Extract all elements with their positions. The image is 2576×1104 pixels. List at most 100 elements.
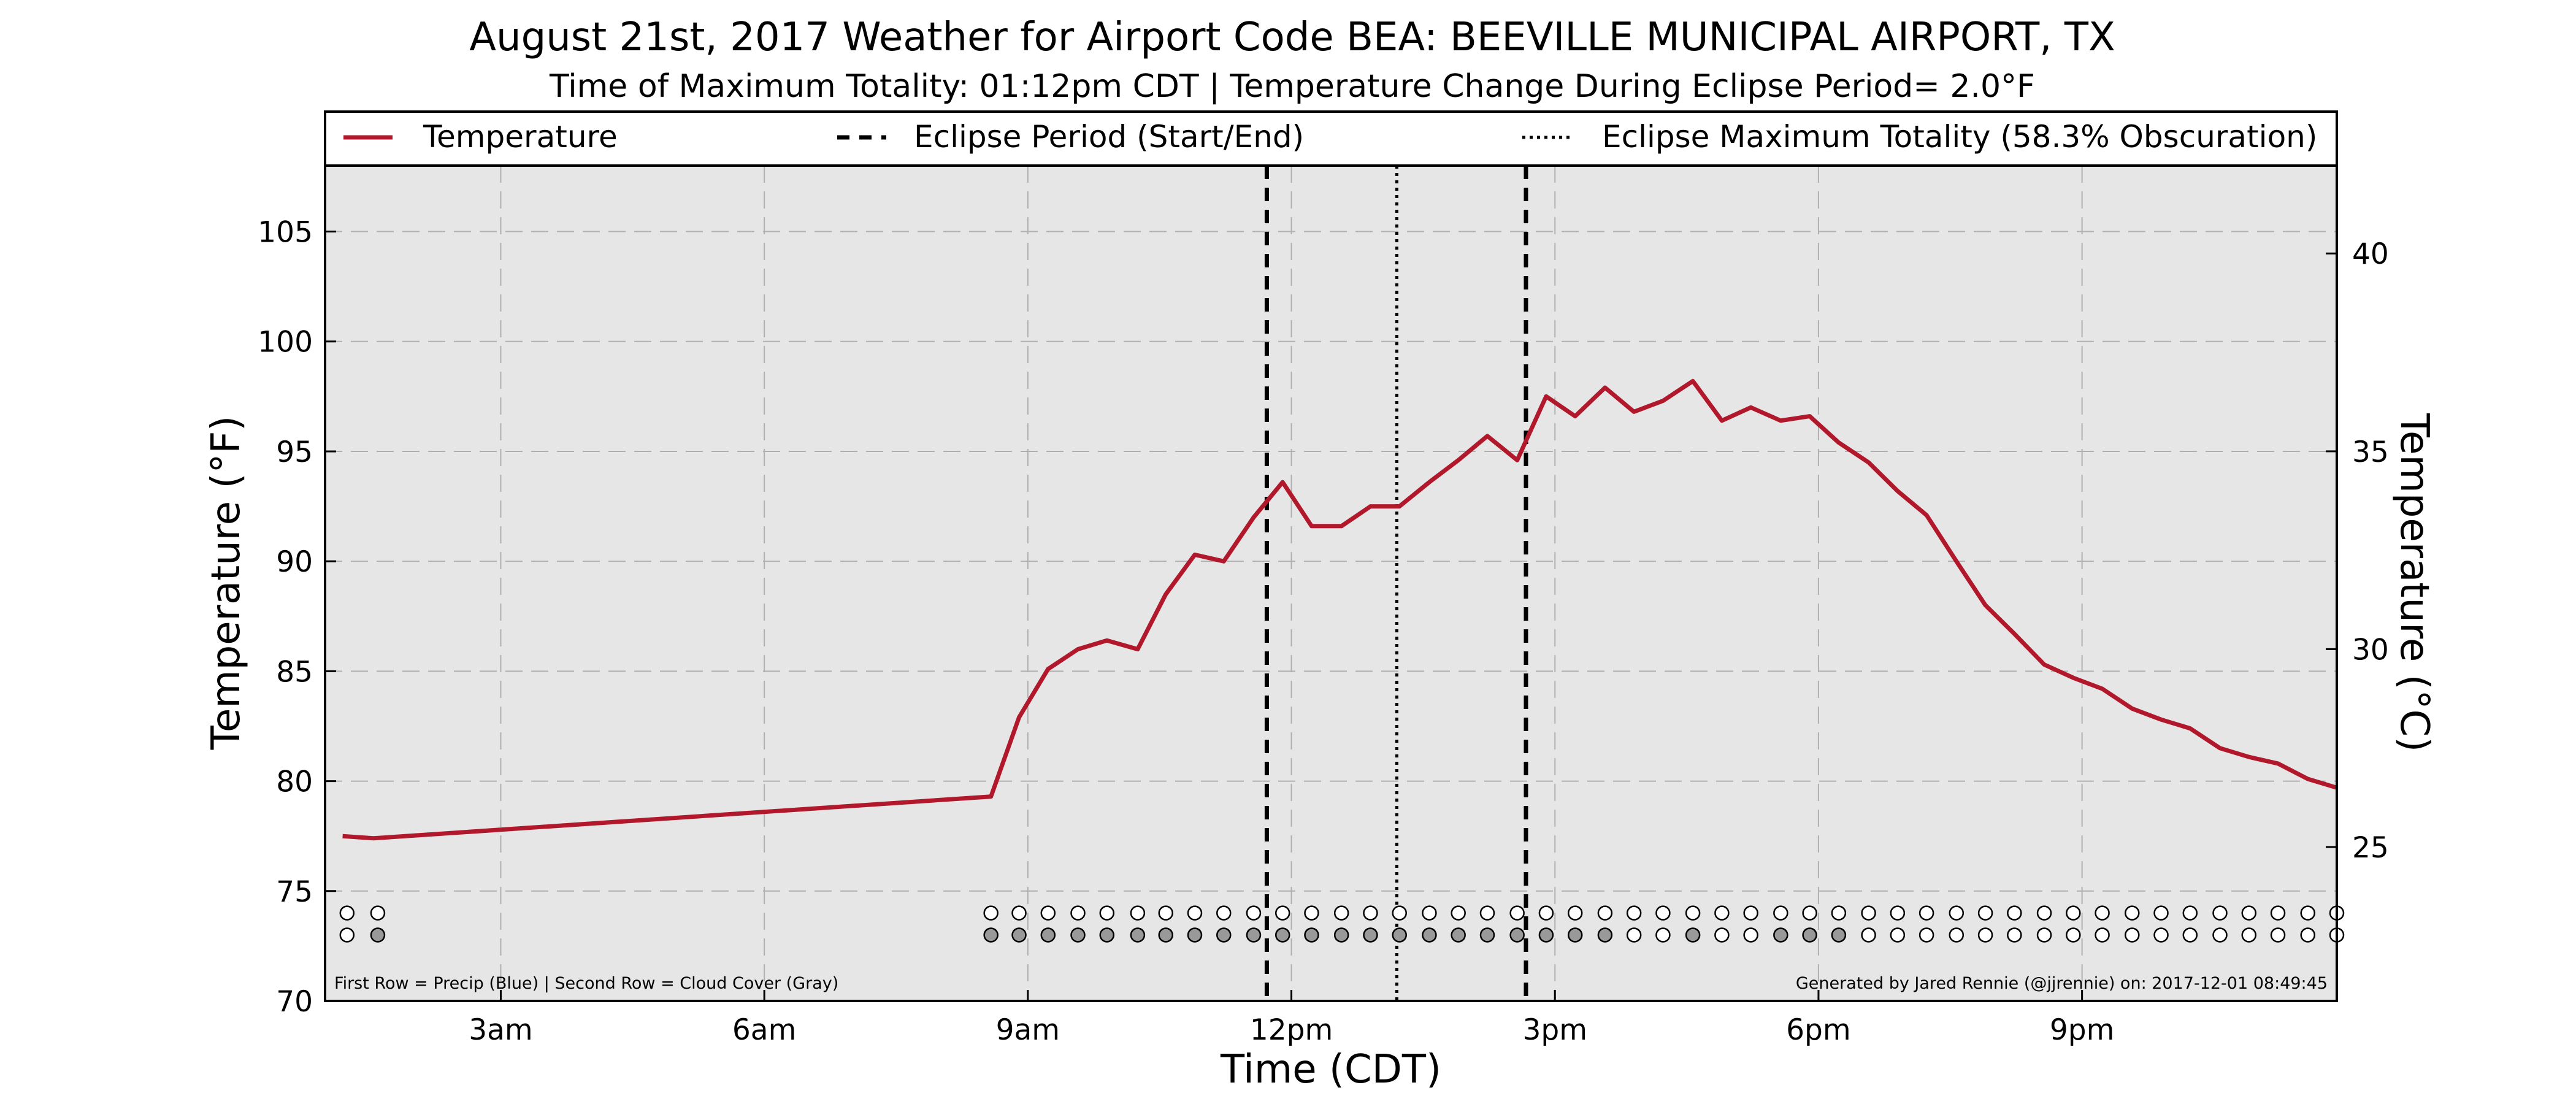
precip-marker <box>1422 905 1437 921</box>
cloud-marker <box>1714 927 1730 943</box>
x-tick-label: 9am <box>996 1013 1060 1047</box>
x-axis-label: Time (CDT) <box>1220 1047 1441 1092</box>
cloud-marker <box>983 927 999 943</box>
cloud-marker <box>1597 927 1613 943</box>
cloud-marker <box>339 927 355 943</box>
cloud-marker <box>2066 927 2081 943</box>
precip-marker <box>2300 905 2315 921</box>
precip-marker <box>1949 905 1965 921</box>
precip-marker <box>1685 905 1701 921</box>
precip-marker <box>1451 905 1466 921</box>
precip-marker <box>2036 905 2052 921</box>
x-tick-label: 6am <box>732 1013 797 1047</box>
cloud-marker <box>1040 927 1056 943</box>
note-precip-cloud: First Row = Precip (Blue) | Second Row =… <box>334 974 838 993</box>
cloud-marker <box>1130 927 1146 943</box>
precip-marker <box>1655 905 1671 921</box>
cloud-marker <box>1246 927 1262 943</box>
precip-marker <box>1275 905 1290 921</box>
temperature-series <box>342 378 2338 841</box>
precip-marker <box>339 905 355 921</box>
cloud-marker <box>1977 927 1993 943</box>
cloud-marker <box>1831 927 1847 943</box>
precip-marker <box>1626 905 1642 921</box>
cloud-marker <box>2125 927 2140 943</box>
legend-box <box>324 110 2338 167</box>
precip-cloud-markers <box>339 905 2345 943</box>
cloud-marker <box>1216 927 1232 943</box>
precip-marker <box>1861 905 1876 921</box>
precip-marker <box>2095 905 2110 921</box>
cloud-marker <box>370 927 386 943</box>
cloud-marker <box>1304 927 1319 943</box>
y-tick-label: 75 <box>276 875 313 909</box>
grid-lines <box>325 166 2337 1002</box>
precip-marker <box>1070 905 1086 921</box>
cloud-marker <box>2182 927 2198 943</box>
axis-ticks: 70 75 80 85 90 95 100 105 3am 6am 9am 12pm 3pm 6pm 9pm… <box>258 216 2389 1047</box>
precip-marker <box>1099 905 1115 921</box>
precip-marker <box>1597 905 1613 921</box>
precip-marker <box>2153 905 2169 921</box>
cloud-marker <box>1363 927 1378 943</box>
cloud-marker <box>1479 927 1495 943</box>
cloud-marker <box>2153 927 2169 943</box>
cloud-marker <box>1949 927 1965 943</box>
cloud-marker <box>2095 927 2110 943</box>
y-tick-label: 95 <box>276 435 313 469</box>
x-tick-label: 9pm <box>2050 1013 2115 1047</box>
cloud-marker <box>1158 927 1173 943</box>
y-axis-label-left: Temperature (°F) <box>204 416 249 751</box>
y-tick-label: 85 <box>276 655 313 689</box>
precip-marker <box>1216 905 1232 921</box>
cloud-marker <box>1187 927 1203 943</box>
precip-marker <box>1392 905 1407 921</box>
precip-marker <box>1363 905 1378 921</box>
cloud-marker <box>1451 927 1466 943</box>
precip-marker <box>1130 905 1146 921</box>
note-generated-by: Generated by Jared Rennie (@jjrennie) on… <box>1796 974 2328 993</box>
cloud-marker <box>2007 927 2022 943</box>
cloud-marker <box>1861 927 1876 943</box>
precip-marker <box>1040 905 1056 921</box>
precip-marker <box>1158 905 1173 921</box>
y-tick-label: 80 <box>276 765 313 799</box>
cloud-marker <box>2241 927 2257 943</box>
plot-area <box>325 166 2337 1001</box>
legend-temperature-label: Temperature <box>423 119 618 155</box>
precip-marker <box>2182 905 2198 921</box>
cloud-marker <box>1011 927 1027 943</box>
legend-max-totality-label: Eclipse Maximum Totality (58.3% Obscurat… <box>1602 119 2317 155</box>
precip-marker <box>1802 905 1817 921</box>
precip-marker <box>983 905 999 921</box>
cloud-marker <box>1538 927 1554 943</box>
y-axis-label-right: Temperature (°C) <box>2391 413 2437 752</box>
cloud-marker <box>1743 927 1758 943</box>
cloud-marker <box>2212 927 2228 943</box>
precip-marker <box>2212 905 2228 921</box>
precip-marker <box>2270 905 2286 921</box>
cloud-marker <box>1392 927 1407 943</box>
precip-marker <box>1187 905 1203 921</box>
cloud-marker <box>1333 927 1349 943</box>
y-right-tick-label: 25 <box>2352 831 2389 865</box>
precip-marker <box>1773 905 1788 921</box>
precip-marker <box>1333 905 1349 921</box>
legend: Temperature Eclipse Period (Start/End) E… <box>324 110 2338 167</box>
y-right-tick-label: 40 <box>2352 237 2389 271</box>
temperature-line <box>342 378 2338 841</box>
eclipse-lines <box>1264 166 1528 1001</box>
y-right-tick-label: 30 <box>2352 633 2389 667</box>
cloud-marker <box>1890 927 1906 943</box>
precip-marker <box>1538 905 1554 921</box>
precip-marker <box>1890 905 1906 921</box>
cloud-marker <box>1422 927 1437 943</box>
x-tick-label: 3am <box>469 1013 533 1047</box>
precip-marker <box>1304 905 1319 921</box>
cloud-marker <box>1099 927 1115 943</box>
legend-eclipse-period-label: Eclipse Period (Start/End) <box>914 119 1304 155</box>
cloud-marker <box>1275 927 1290 943</box>
y-tick-label: 105 <box>258 216 313 250</box>
cloud-marker <box>1626 927 1642 943</box>
